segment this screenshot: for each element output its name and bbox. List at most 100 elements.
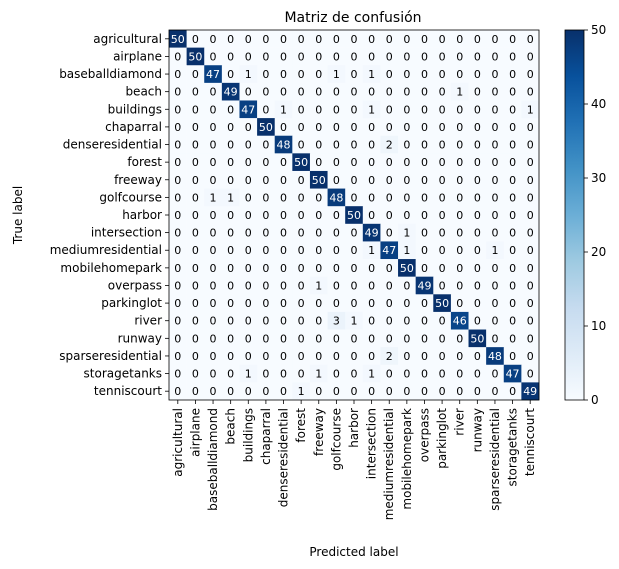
matrix-cell bbox=[380, 47, 399, 66]
matrix-cell bbox=[521, 276, 540, 295]
cell-value: 0 bbox=[403, 279, 410, 292]
cell-value: 0 bbox=[280, 315, 287, 328]
matrix-cell bbox=[292, 30, 311, 48]
matrix-cell bbox=[345, 153, 364, 172]
matrix-cell bbox=[362, 153, 381, 172]
matrix-cell bbox=[204, 100, 223, 119]
matrix-cell bbox=[292, 82, 311, 101]
cell-value: 0 bbox=[421, 385, 428, 398]
cell-value: 0 bbox=[456, 50, 463, 63]
cell-value: 0 bbox=[210, 262, 217, 275]
matrix-cell bbox=[362, 100, 381, 119]
cell-value: 0 bbox=[333, 368, 340, 381]
cell-value: 0 bbox=[421, 156, 428, 169]
matrix-cell bbox=[274, 135, 293, 154]
matrix-cell bbox=[433, 47, 452, 66]
matrix-cell bbox=[292, 135, 311, 154]
matrix-cell bbox=[486, 206, 505, 225]
matrix-cells bbox=[169, 30, 540, 401]
cell-value: 0 bbox=[333, 227, 340, 240]
matrix-cell bbox=[257, 206, 276, 225]
matrix-cell bbox=[503, 347, 522, 366]
cell-value: 0 bbox=[439, 368, 446, 381]
matrix-cell bbox=[221, 170, 240, 189]
matrix-cell bbox=[257, 382, 276, 401]
matrix-cell bbox=[380, 259, 399, 277]
matrix-cell bbox=[327, 382, 346, 401]
matrix-cell bbox=[239, 206, 258, 225]
cell-value: 0 bbox=[386, 368, 393, 381]
x-tick-label: parkinglot bbox=[435, 408, 449, 469]
matrix-cell bbox=[503, 82, 522, 101]
matrix-cell bbox=[398, 382, 416, 401]
matrix-cell bbox=[345, 30, 364, 48]
colorbar-tick-label: 40 bbox=[591, 97, 606, 111]
cell-value: 0 bbox=[351, 368, 358, 381]
cell-value: 0 bbox=[333, 297, 340, 310]
cell-value: 0 bbox=[262, 209, 269, 222]
matrix-cell bbox=[204, 364, 223, 383]
cell-value: 0 bbox=[298, 50, 305, 63]
matrix-cell bbox=[274, 206, 293, 225]
matrix-cell bbox=[186, 188, 205, 207]
x-tick-label: forest bbox=[294, 408, 308, 443]
cell-value: 0 bbox=[439, 279, 446, 292]
cell-value: 0 bbox=[403, 68, 410, 81]
cell-value: 1 bbox=[368, 68, 375, 81]
matrix-cell bbox=[468, 100, 487, 119]
matrix-cell bbox=[450, 223, 469, 242]
matrix-cell bbox=[468, 241, 487, 260]
matrix-cell bbox=[309, 364, 328, 383]
matrix-cell bbox=[309, 30, 328, 48]
cell-value: 0 bbox=[333, 139, 340, 152]
cell-value: 1 bbox=[245, 68, 252, 81]
matrix-cell bbox=[380, 118, 399, 137]
cell-value: 0 bbox=[527, 174, 534, 187]
cell-value: 1 bbox=[298, 385, 305, 398]
cell-value: 0 bbox=[421, 33, 428, 46]
cell-value: 0 bbox=[403, 50, 410, 63]
matrix-cell bbox=[380, 170, 399, 189]
matrix-cell bbox=[362, 135, 381, 154]
y-tick-label: intersection bbox=[91, 226, 162, 240]
cell-value: 0 bbox=[509, 244, 516, 257]
matrix-cell bbox=[433, 30, 452, 48]
matrix-cell bbox=[274, 364, 293, 383]
matrix-cell bbox=[204, 30, 223, 48]
matrix-cell bbox=[221, 65, 240, 84]
matrix-cell bbox=[221, 188, 240, 207]
cell-value: 0 bbox=[368, 33, 375, 46]
cell-value: 0 bbox=[245, 139, 252, 152]
matrix-cell bbox=[486, 223, 505, 242]
matrix-cell bbox=[327, 311, 346, 330]
cell-value: 0 bbox=[368, 86, 375, 99]
matrix-cell bbox=[309, 170, 328, 189]
cell-value: 0 bbox=[386, 262, 393, 275]
cell-value: 0 bbox=[509, 33, 516, 46]
matrix-cell bbox=[257, 30, 276, 48]
cell-value: 49 bbox=[417, 279, 431, 292]
matrix-cell bbox=[415, 30, 434, 48]
matrix-cell bbox=[327, 82, 346, 101]
matrix-cell bbox=[239, 30, 258, 48]
cell-value: 0 bbox=[368, 262, 375, 275]
matrix-cell bbox=[221, 135, 240, 154]
cell-value: 0 bbox=[192, 332, 199, 345]
matrix-cell bbox=[292, 347, 311, 366]
matrix-cell bbox=[345, 382, 364, 401]
matrix-cell bbox=[380, 223, 399, 242]
cell-value: 0 bbox=[351, 139, 358, 152]
matrix-cell bbox=[257, 259, 276, 277]
cell-value: 0 bbox=[315, 262, 322, 275]
cell-value: 0 bbox=[245, 209, 252, 222]
cell-value: 0 bbox=[527, 244, 534, 257]
matrix-cell bbox=[221, 206, 240, 225]
cell-value: 0 bbox=[227, 33, 234, 46]
matrix-cell bbox=[257, 294, 276, 313]
matrix-cell bbox=[292, 223, 311, 242]
matrix-cell bbox=[468, 364, 487, 383]
matrix-cell bbox=[169, 135, 187, 154]
matrix-cell bbox=[221, 311, 240, 330]
matrix-cell bbox=[415, 223, 434, 242]
matrix-cell bbox=[415, 329, 434, 348]
